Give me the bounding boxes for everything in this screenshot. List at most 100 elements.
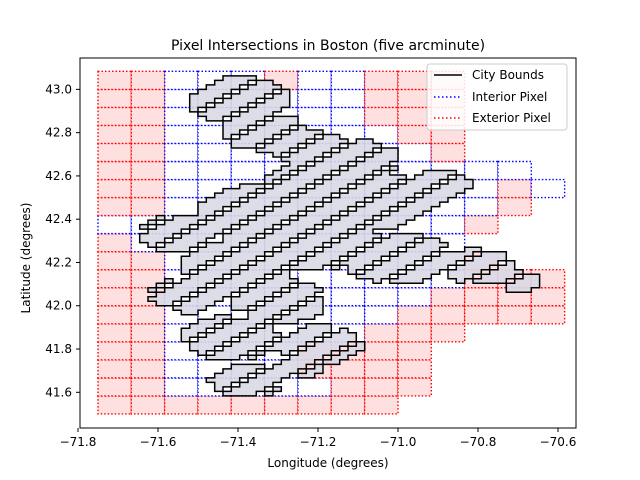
exterior-pixel bbox=[230, 395, 266, 415]
exterior-pixel bbox=[397, 341, 433, 361]
exterior-pixel bbox=[130, 106, 166, 127]
legend-label-interior-pixel: Interior Pixel bbox=[472, 90, 547, 104]
interior-pixel bbox=[363, 305, 399, 325]
exterior-pixel bbox=[130, 395, 166, 415]
axes-frame bbox=[79, 57, 577, 429]
exterior-pixel bbox=[163, 395, 199, 415]
exterior-pixel bbox=[97, 142, 133, 163]
exterior-pixel bbox=[97, 196, 133, 217]
exterior-pixel bbox=[397, 106, 433, 127]
y-tick-label: 42.0 bbox=[45, 299, 72, 313]
exterior-pixel bbox=[97, 305, 133, 325]
exterior-pixel bbox=[363, 88, 399, 109]
interior-pixel bbox=[463, 160, 499, 181]
exterior-pixel bbox=[97, 250, 133, 271]
exterior-pixel bbox=[97, 70, 133, 91]
interior-pixel bbox=[297, 377, 333, 397]
exterior-pixel bbox=[430, 142, 466, 163]
interior-pixel bbox=[530, 178, 566, 199]
interior-pixel bbox=[397, 142, 433, 163]
exterior-pixel bbox=[130, 196, 166, 217]
exterior-pixel bbox=[363, 359, 399, 379]
interior-pixel bbox=[197, 160, 233, 181]
interior-pixel bbox=[330, 88, 366, 109]
interior-pixel bbox=[163, 377, 199, 397]
exterior-pixel bbox=[97, 395, 133, 415]
exterior-pixel bbox=[97, 268, 133, 289]
exterior-pixel bbox=[530, 305, 566, 325]
interior-pixel bbox=[497, 160, 533, 181]
exterior-pixel bbox=[397, 359, 433, 379]
exterior-pixel bbox=[463, 305, 499, 325]
x-axis-label: Longitude (degrees) bbox=[267, 456, 388, 470]
interior-pixel bbox=[230, 160, 266, 181]
exterior-pixel bbox=[130, 178, 166, 199]
legend-label-exterior-pixel: Exterior Pixel bbox=[472, 111, 551, 125]
exterior-pixel bbox=[463, 287, 499, 307]
interior-pixel bbox=[297, 70, 333, 91]
exterior-pixel bbox=[363, 70, 399, 91]
exterior-pixel bbox=[363, 341, 399, 361]
y-axis-label: Latitude (degrees) bbox=[19, 203, 33, 314]
interior-pixel bbox=[297, 106, 333, 127]
chart-title: Pixel Intersections in Boston (five arcm… bbox=[171, 38, 485, 54]
exterior-pixel bbox=[430, 287, 466, 307]
exterior-pixel bbox=[430, 305, 466, 325]
city-bounds-line bbox=[138, 75, 541, 397]
exterior-pixel bbox=[130, 305, 166, 325]
exterior-pixel bbox=[130, 377, 166, 397]
interior-pixel bbox=[330, 305, 366, 325]
exterior-pixel bbox=[297, 395, 333, 415]
plot-area bbox=[97, 70, 566, 415]
interior-pixel bbox=[97, 214, 133, 235]
legend-box bbox=[426, 63, 568, 131]
legend-label-city-bounds: City Bounds bbox=[472, 68, 544, 82]
x-tick-label: −71.6 bbox=[140, 435, 177, 449]
exterior-pixel bbox=[363, 395, 399, 415]
exterior-pixel bbox=[397, 124, 433, 145]
interior-pixel bbox=[163, 124, 199, 145]
exterior-pixel bbox=[97, 178, 133, 199]
exterior-pixel bbox=[97, 106, 133, 127]
exterior-pixel bbox=[497, 196, 533, 217]
interior-pixel bbox=[363, 287, 399, 307]
exterior-pixel bbox=[397, 305, 433, 325]
exterior-pixel bbox=[397, 323, 433, 343]
exterior-pixel bbox=[130, 88, 166, 109]
exterior-pixel bbox=[197, 395, 233, 415]
exterior-pixel bbox=[97, 160, 133, 181]
axis-ticks: −71.8 −71.6 −71.4 −71.2 −71.0 −70.8 −70.6 41.6 4… bbox=[45, 82, 576, 449]
x-tick-label: −70.6 bbox=[540, 435, 577, 449]
interior-pixel bbox=[463, 196, 499, 217]
exterior-pixel bbox=[97, 377, 133, 397]
exterior-pixel bbox=[97, 323, 133, 343]
interior-pixel bbox=[163, 359, 199, 379]
x-tick-label: −71.4 bbox=[220, 435, 257, 449]
exterior-pixel bbox=[130, 160, 166, 181]
exterior-pixel bbox=[97, 88, 133, 109]
interior-pixel bbox=[430, 214, 466, 235]
y-tick-label: 42.2 bbox=[45, 255, 72, 269]
exterior-pixel bbox=[97, 341, 133, 361]
exterior-pixel bbox=[130, 323, 166, 343]
exterior-pixel bbox=[97, 287, 133, 307]
interior-pixel bbox=[330, 287, 366, 307]
exterior-pixel bbox=[330, 377, 366, 397]
y-tick-label: 41.6 bbox=[45, 385, 72, 399]
exterior-pixel bbox=[330, 395, 366, 415]
exterior-pixel bbox=[130, 142, 166, 163]
exterior-pixel bbox=[363, 377, 399, 397]
exterior-pixel bbox=[497, 305, 533, 325]
exterior-pixel bbox=[130, 250, 166, 271]
exterior-pixel bbox=[130, 359, 166, 379]
exterior-pixel bbox=[497, 178, 533, 199]
axes-border bbox=[79, 57, 577, 429]
exterior-pixel bbox=[97, 232, 133, 253]
interior-pixel bbox=[330, 106, 366, 127]
y-tick-label: 41.8 bbox=[45, 342, 72, 356]
exterior-pixel bbox=[397, 70, 433, 91]
interior-pixel bbox=[163, 160, 199, 181]
legend: City Bounds Interior Pixel Exterior Pixe… bbox=[426, 63, 568, 131]
city-region bbox=[138, 75, 541, 397]
exterior-pixel bbox=[463, 214, 499, 235]
